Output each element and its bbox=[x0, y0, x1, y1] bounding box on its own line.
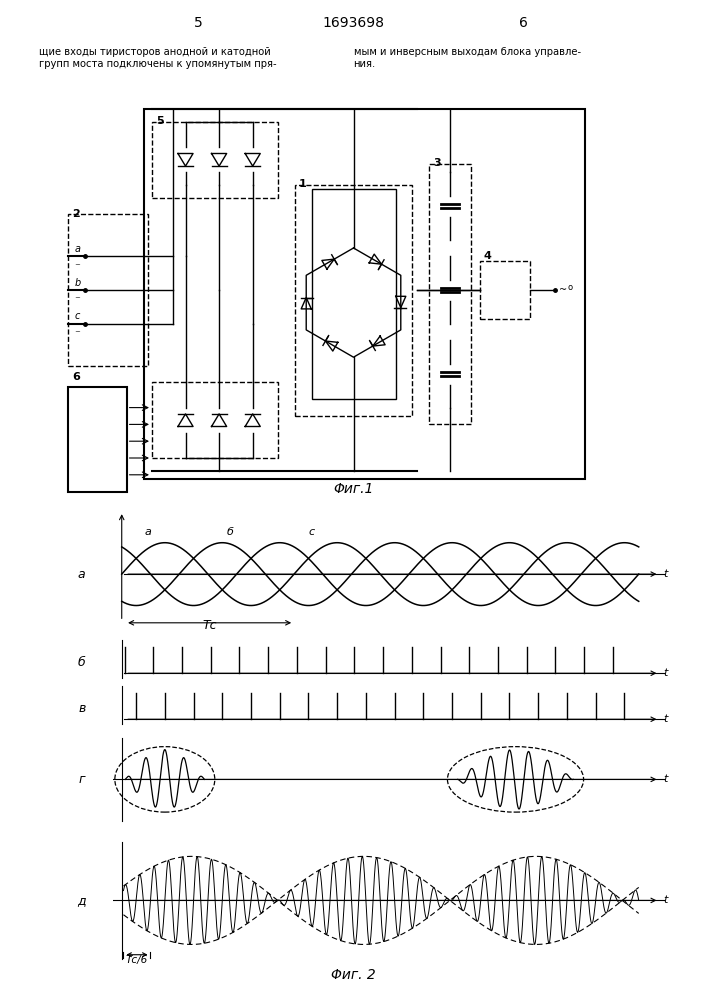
Text: ~: ~ bbox=[559, 285, 568, 295]
Text: t: t bbox=[663, 569, 667, 579]
Bar bbox=[429, 164, 471, 424]
Text: в: в bbox=[78, 702, 86, 715]
Bar bbox=[312, 189, 395, 399]
Text: мым и инверсным выходам блока управле-
ния.: мым и инверсным выходам блока управле- н… bbox=[354, 47, 580, 69]
Text: 1: 1 bbox=[299, 179, 307, 189]
Bar bbox=[152, 122, 278, 198]
Text: t: t bbox=[663, 668, 667, 678]
Text: o: o bbox=[568, 283, 573, 292]
Text: ~: ~ bbox=[74, 296, 80, 302]
Text: 3: 3 bbox=[433, 158, 441, 168]
Text: t: t bbox=[663, 774, 667, 784]
Text: 4: 4 bbox=[484, 251, 491, 261]
Bar bbox=[479, 261, 530, 319]
Text: a: a bbox=[74, 244, 80, 254]
Text: б: б bbox=[227, 527, 234, 537]
Text: г: г bbox=[79, 773, 86, 786]
Text: 6: 6 bbox=[519, 16, 527, 30]
Text: Тс: Тс bbox=[202, 619, 217, 632]
Text: t: t bbox=[663, 895, 667, 905]
Text: 1693698: 1693698 bbox=[322, 16, 385, 30]
Text: c: c bbox=[308, 527, 315, 537]
Text: 2: 2 bbox=[72, 209, 80, 219]
Text: 6: 6 bbox=[72, 372, 80, 382]
Text: t: t bbox=[663, 714, 667, 724]
Text: 5: 5 bbox=[194, 16, 202, 30]
Text: Тс/6: Тс/6 bbox=[126, 955, 148, 965]
Text: б: б bbox=[78, 656, 86, 669]
Text: c: c bbox=[74, 311, 80, 321]
Text: ~: ~ bbox=[74, 262, 80, 268]
Text: b: b bbox=[74, 278, 81, 288]
Bar bbox=[152, 382, 278, 458]
Bar bbox=[68, 214, 148, 366]
Bar bbox=[144, 109, 585, 479]
Text: а: а bbox=[78, 568, 86, 581]
Text: 5: 5 bbox=[156, 116, 164, 126]
Bar bbox=[295, 185, 412, 416]
Text: ~: ~ bbox=[74, 329, 80, 335]
Bar bbox=[68, 387, 127, 492]
Text: щие входы тиристоров анодной и катодной
групп моста подключены к упомянутым пря-: щие входы тиристоров анодной и катодной … bbox=[39, 47, 276, 69]
Text: д: д bbox=[77, 894, 86, 907]
Text: Φиг. 2: Φиг. 2 bbox=[331, 968, 376, 982]
Text: a: a bbox=[144, 527, 151, 537]
Text: Φиг.1: Φиг.1 bbox=[333, 482, 374, 496]
